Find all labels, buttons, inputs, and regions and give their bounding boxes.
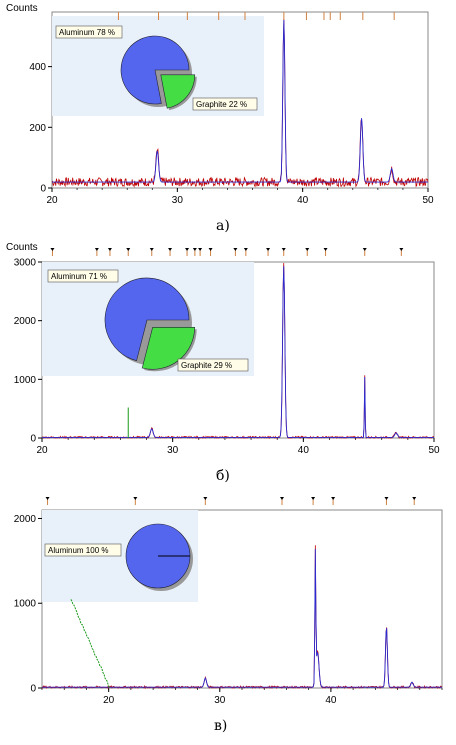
y-tick-label: 400 [29,62,46,73]
x-tick-label: 20 [103,695,115,706]
pie-label-box [177,358,249,372]
reference-tick-head [399,248,404,251]
y-tick-label: 200 [29,123,46,134]
reference-tick-head [133,497,138,500]
reference-tick-head [94,248,99,251]
y-tick-label: 2000 [14,514,37,525]
pie-label: Aluminum 100 % [48,546,108,555]
reference-tick-head [45,497,50,500]
x-tick-label: 50 [428,445,440,456]
background-line [70,599,111,689]
reference-tick-head [198,248,203,251]
x-tick-label: 40 [325,695,337,706]
fitted-pattern-line [42,266,434,438]
pie-label-box [44,543,122,557]
y-tick-label: 0 [30,434,36,445]
caption-a: а) [216,218,230,234]
y-tick-label: 2000 [14,316,37,327]
x-tick-label: 40 [297,195,309,206]
reference-tick-head [192,248,197,251]
y-tick-label: 0 [30,684,36,695]
reference-tick-head [243,248,248,251]
caption-b: б) [216,468,230,484]
reference-tick-head [233,248,238,251]
caption-c: в) [214,718,227,734]
y-tick-label: 0 [40,184,46,195]
pie-label: Graphite 22 % [196,100,247,109]
x-tick-label: 30 [167,445,179,456]
reference-tick-head [50,248,55,251]
ylabel-a: Counts [6,3,38,14]
reference-tick-head [126,248,131,251]
pie-label: Graphite 29 % [181,361,232,370]
reference-tick-head [331,497,336,500]
reference-tick-head [362,248,367,251]
reference-tick-head [107,248,112,251]
reference-tick-head [185,248,190,251]
reference-tick-head [266,248,271,251]
y-tick-label: 1000 [14,375,37,386]
reference-tick-head [149,248,154,251]
reference-tick-head [281,248,286,251]
pie-label-box [55,25,123,39]
reference-tick-head [203,497,208,500]
y-tick-label: 1000 [14,599,37,610]
reference-tick-head [384,497,389,500]
x-tick-label: 30 [172,195,184,206]
y-tick-label: 3000 [14,258,37,269]
pie-label: Aluminum 71 % [51,272,107,281]
pie-slice-aluminum [120,35,190,105]
pie-label-box [47,269,119,283]
x-tick-label: 20 [36,445,48,456]
fitted-pattern-line [52,19,428,183]
pie-label-box [192,97,258,111]
pie-slice-graphite [160,74,196,109]
reference-tick-head [280,497,284,500]
reference-tick-head [208,248,213,251]
reference-tick-head [305,248,310,251]
reference-tick-head [168,248,173,251]
x-tick-label: 40 [298,445,310,456]
x-tick-label: 50 [422,195,434,206]
observed-pattern-line [51,19,429,188]
panel-b: Counts 20 30 40 50 0 1000 2000 3000 Aluminum 71… [6,242,440,484]
pie-label: Aluminum 78 % [59,28,115,37]
panel-c: 20 30 40 0 1000 2000 Aluminum 100 % в) [14,497,443,734]
panel-a: Counts 20 30 40 50 0 200 400 Aluminum 78 % Grap… [6,3,434,234]
x-tick-label: 20 [46,195,58,206]
pie-slice-aluminum [104,277,190,362]
reference-tick-head [412,497,417,500]
reference-tick-head [311,497,316,500]
ylabel-b: Counts [6,242,38,253]
x-tick-label: 30 [214,695,226,706]
reference-tick-head [323,248,328,251]
